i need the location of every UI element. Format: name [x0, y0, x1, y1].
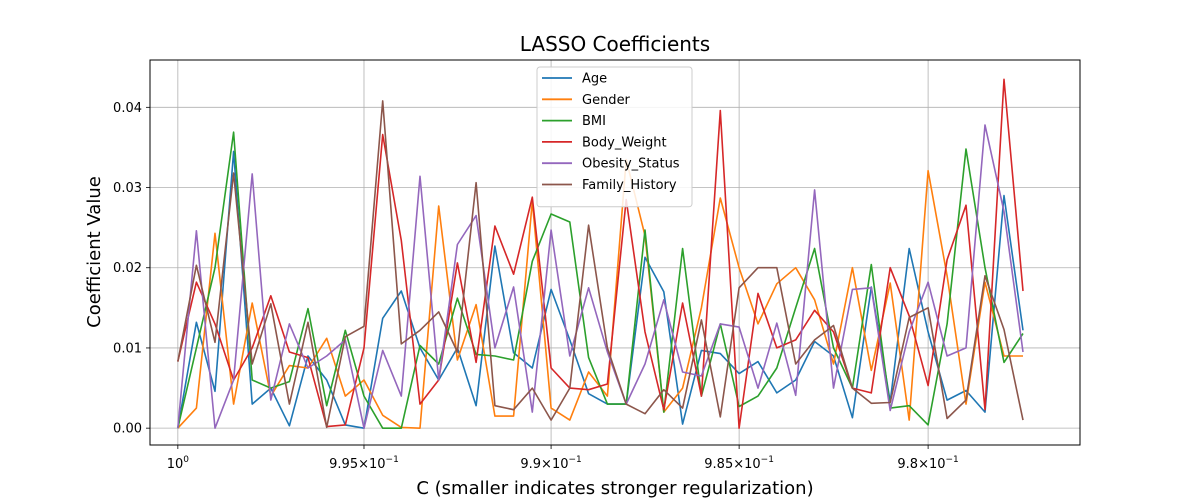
y-tick-label: 0.01 — [113, 341, 142, 356]
plot-frame — [149, 59, 1081, 446]
series-layer — [177, 78, 1024, 430]
series-line-body-weight — [177, 78, 1024, 430]
legend-label: Age — [582, 72, 607, 87]
x-axis-label: C (smaller indicates stronger regulariza… — [416, 478, 813, 499]
y-tick-label: 0.03 — [113, 181, 142, 196]
x-tick-label: 9.85×10−1 — [704, 455, 774, 472]
legend-label: Family_History — [582, 178, 677, 193]
legend-label: Gender — [582, 93, 631, 108]
y-tick-label: 0.00 — [113, 422, 142, 437]
x-tick-label: 9.9×10−1 — [520, 455, 581, 472]
x-tick-label: 100 — [167, 455, 190, 472]
legend-label: BMI — [582, 114, 606, 129]
x-tick-label: 9.8×10−1 — [897, 455, 958, 472]
x-tick-label: 9.95×10−1 — [329, 455, 399, 472]
x-axis: 100 9.95×10−1 9.9×10−1 9.85×10−1 9.8×10−1 — [167, 445, 959, 472]
y-tick-label: 0.04 — [113, 101, 142, 116]
legend-label: Obesity_Status — [582, 157, 680, 172]
y-axis-label: Coefficient Value — [84, 176, 105, 328]
legend-box — [536, 66, 693, 208]
series-line-bmi — [177, 131, 1024, 430]
y-axis: 0.00 0.01 0.02 0.03 0.04 — [113, 101, 150, 437]
series-line-family-history — [177, 100, 1024, 429]
chart-title: LASSO Coefficients — [520, 32, 710, 56]
legend: Age Gender BMI Body_Weight Obesity_Status Fam… — [536, 66, 693, 208]
series-line-obesity-status — [177, 124, 1024, 430]
legend-label: Body_Weight — [582, 135, 667, 150]
y-tick-label: 0.02 — [113, 261, 142, 276]
